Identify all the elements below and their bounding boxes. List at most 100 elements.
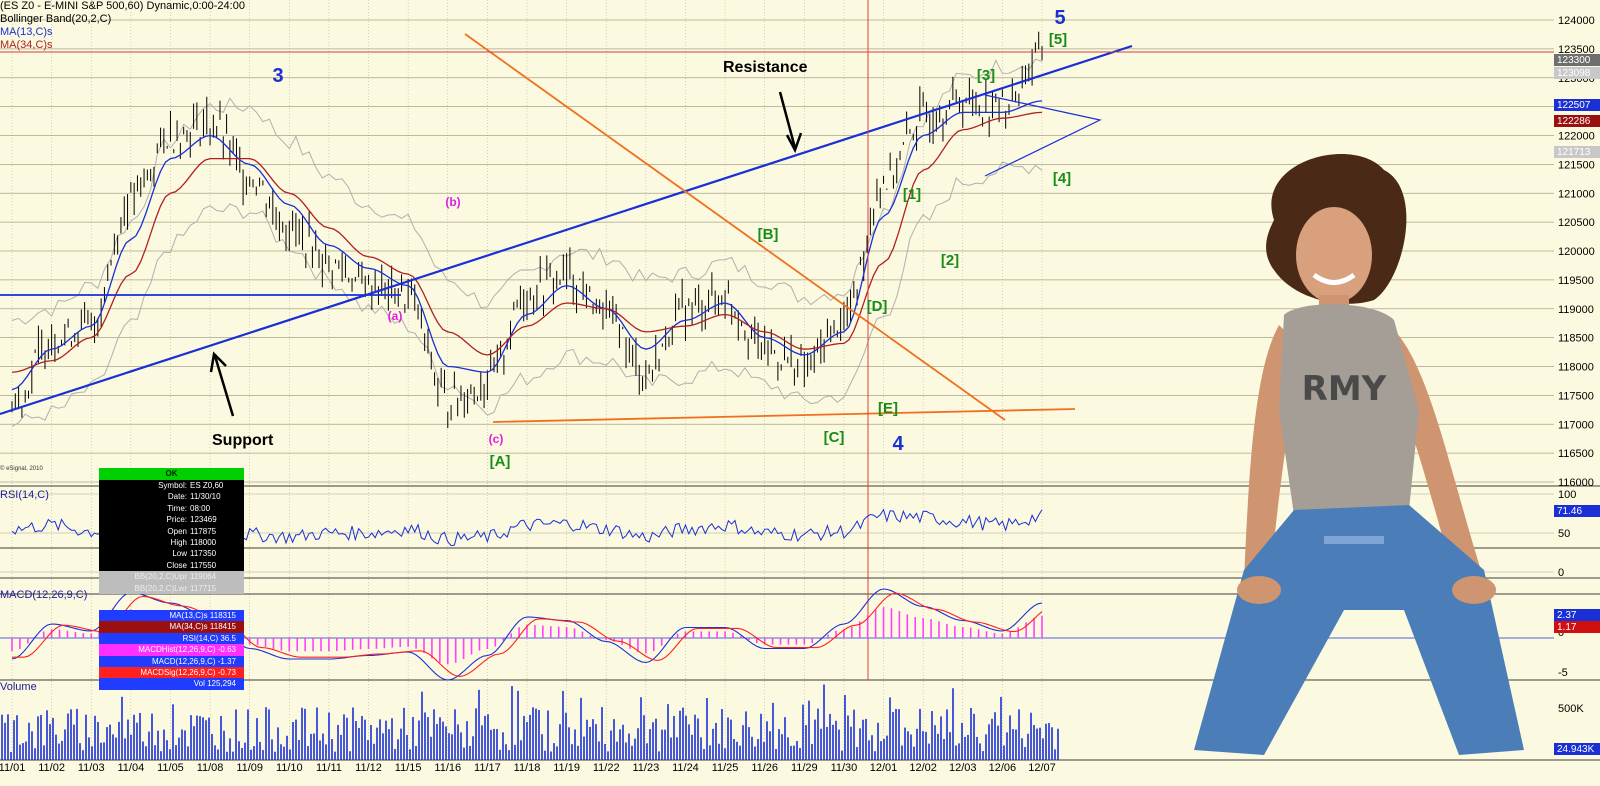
date-tick-label: 11/11 bbox=[316, 762, 342, 774]
value-badge-text: 121713 bbox=[1557, 147, 1591, 158]
woman-photo: RMY bbox=[1194, 154, 1524, 755]
wave-label: [2] bbox=[941, 252, 959, 269]
price-tick-label: 118500 bbox=[1558, 333, 1594, 345]
info-row: Time: 08:00 bbox=[99, 503, 244, 514]
support-resistance-trendline bbox=[0, 44, 1133, 416]
value-badge-text: 122286 bbox=[1557, 116, 1591, 127]
info-value: ES Z0,60 bbox=[190, 481, 224, 490]
indicator-value-row: MA(13,C)s 118315 bbox=[99, 610, 244, 622]
ma34-label: MA(34,C)s bbox=[0, 39, 53, 51]
indicator-value-row: MACD(12,26,9,C) -1.37 bbox=[99, 655, 244, 667]
price-tick-label: 120000 bbox=[1558, 246, 1595, 258]
chart-title: (ES Z0 - E-MINI S&P 500,60) Dynamic,0:00… bbox=[0, 0, 245, 12]
value-badge bbox=[1554, 115, 1600, 127]
value-badge bbox=[1554, 505, 1600, 517]
date-tick-label: 11/03 bbox=[78, 762, 105, 774]
indicator-value-row: MACDHist(12,26,9,C) -0.63 bbox=[99, 644, 244, 656]
info-row: Date: 11/30/10 bbox=[99, 491, 244, 502]
indicator-value-row: Vol 125,294 bbox=[99, 678, 244, 690]
date-tick-label: 11/17 bbox=[474, 762, 501, 774]
info-key: Close bbox=[166, 560, 187, 570]
wave-label: [3] bbox=[977, 67, 995, 84]
info-value: 117875 bbox=[190, 526, 217, 536]
value-badge bbox=[1554, 621, 1600, 633]
value-badge bbox=[1554, 99, 1600, 111]
info-row: High 118000 bbox=[99, 537, 244, 548]
wave-label: [4] bbox=[1053, 170, 1071, 187]
info-value: 119064 bbox=[190, 572, 217, 582]
info-row: Low 117350 bbox=[99, 548, 244, 559]
rsi-tick-label: 50 bbox=[1558, 528, 1570, 540]
info-key: Price: bbox=[166, 515, 187, 525]
price-tick-label: 120500 bbox=[1558, 217, 1595, 229]
date-tick-label: 11/12 bbox=[355, 762, 382, 774]
date-tick-label: 11/01 bbox=[0, 762, 25, 774]
price-tick-label: 122000 bbox=[1558, 131, 1595, 143]
info-value: 117350 bbox=[190, 549, 217, 559]
descending-trendline bbox=[464, 33, 1006, 421]
indicator-values-window: MA(13,C)s 118315 MA(34,C)s 118415 RSI(14,C… bbox=[99, 610, 244, 690]
resistance-arrow bbox=[778, 91, 797, 149]
price-tick-label: 117000 bbox=[1558, 419, 1594, 431]
rsi-tick-label: 0 bbox=[1558, 567, 1564, 579]
date-tick-label: 11/29 bbox=[791, 762, 818, 774]
value-badge-text: 122507 bbox=[1557, 100, 1591, 111]
price-tick-label: 123500 bbox=[1558, 44, 1595, 56]
ma34-line bbox=[11, 111, 1043, 373]
info-row: Price: 123469 bbox=[99, 514, 244, 525]
value-badge bbox=[1554, 54, 1600, 66]
value-badge-text: 2.37 bbox=[1557, 610, 1577, 621]
info-row: Close 117550 bbox=[99, 560, 244, 571]
wave-label: [E] bbox=[878, 400, 898, 417]
resistance-arrowhead bbox=[785, 132, 803, 154]
wave-label: [D] bbox=[867, 298, 888, 315]
date-tick-label: 11/26 bbox=[751, 762, 778, 774]
support-label: Support bbox=[212, 432, 274, 449]
date-tick-label: 11/22 bbox=[593, 762, 620, 774]
value-badge bbox=[1554, 609, 1600, 621]
base-trendline bbox=[492, 408, 1076, 423]
wave-label: [B] bbox=[758, 226, 779, 243]
wave-label: [5] bbox=[1049, 31, 1067, 48]
macd-tick-label: -5 bbox=[1558, 667, 1568, 679]
date-tick-label: 11/30 bbox=[831, 762, 858, 774]
info-key: Time: bbox=[167, 503, 187, 513]
info-row: Open 117875 bbox=[99, 526, 244, 537]
date-tick-label: 11/24 bbox=[672, 762, 699, 774]
wave-label: 5 bbox=[1054, 7, 1065, 29]
info-key: Low bbox=[172, 549, 187, 559]
info-row: Symbol: ES Z0,60 bbox=[99, 480, 244, 491]
wave-label: (c) bbox=[489, 432, 504, 446]
value-badge-text: 123098 bbox=[1557, 68, 1591, 79]
resistance-label: Resistance bbox=[723, 59, 808, 76]
cursor-info-window[interactable]: OK Symbol: ES Z0,60 Date: 11/30/10 Time: 08:0… bbox=[99, 468, 244, 594]
value-badge bbox=[1554, 146, 1600, 158]
price-tick-label: 121500 bbox=[1558, 159, 1595, 171]
wave-label: 3 bbox=[272, 65, 283, 87]
date-tick-label: 11/19 bbox=[553, 762, 580, 774]
ma13-line bbox=[11, 100, 1043, 391]
value-badge-text: 1.17 bbox=[1557, 622, 1577, 633]
rsi-panel-label: RSI(14,C) bbox=[0, 489, 49, 501]
info-key: BB(20,2,C)Upr bbox=[134, 572, 187, 582]
price-tick-label: 116000 bbox=[1558, 477, 1594, 489]
info-value: 117550 bbox=[190, 560, 217, 570]
date-tick-label: 11/16 bbox=[434, 762, 461, 774]
wave-label: [A] bbox=[490, 453, 511, 470]
volume-panel-label: Volume bbox=[0, 681, 37, 693]
copyright-text: © eSignal, 2010 bbox=[0, 466, 43, 472]
indicator-value-row: RSI(14,C) 36.5 bbox=[99, 632, 244, 645]
date-tick-label: 12/03 bbox=[949, 762, 977, 774]
rsi-tick-label: 100 bbox=[1558, 489, 1576, 501]
bollinger-lower bbox=[11, 161, 1043, 427]
price-tick-label: 118000 bbox=[1558, 362, 1594, 374]
bollinger-upper bbox=[11, 58, 1043, 325]
support-arrowhead bbox=[209, 351, 227, 373]
info-status: OK bbox=[99, 468, 244, 480]
bb-info-row: BB(20,2,C)Lwr 117715 bbox=[99, 582, 244, 594]
date-tick-label: 11/18 bbox=[514, 762, 541, 774]
price-tick-label: 124000 bbox=[1558, 15, 1595, 27]
date-tick-label: 11/02 bbox=[38, 762, 65, 774]
volume-tick-label: 500K bbox=[1558, 703, 1584, 715]
